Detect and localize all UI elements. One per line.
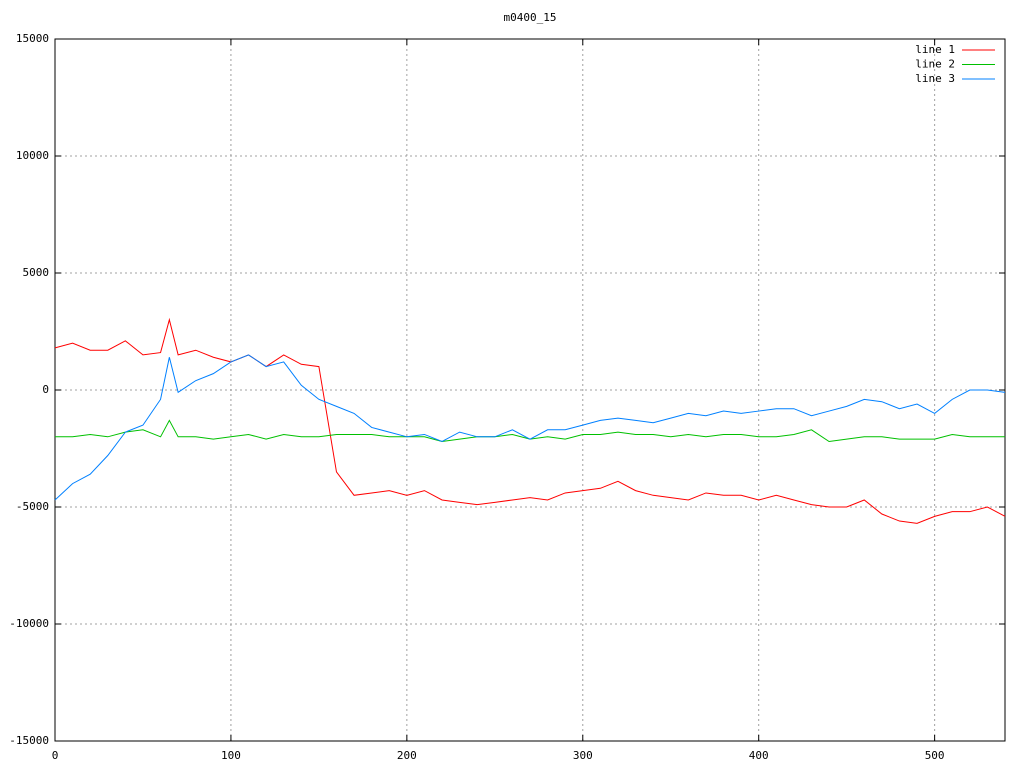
y-tick-label: -10000 bbox=[9, 617, 49, 630]
y-tick-label: -5000 bbox=[16, 500, 49, 513]
legend-label: line 2 bbox=[915, 58, 955, 71]
y-tick-label: 5000 bbox=[23, 266, 50, 279]
x-tick-label: 400 bbox=[749, 749, 769, 762]
y-tick-label: 0 bbox=[42, 383, 49, 396]
x-tick-label: 500 bbox=[925, 749, 945, 762]
y-tick-label: 10000 bbox=[16, 149, 49, 162]
x-tick-label: 0 bbox=[52, 749, 59, 762]
y-tick-label: 15000 bbox=[16, 32, 49, 45]
legend-label: line 1 bbox=[915, 43, 955, 56]
x-tick-label: 300 bbox=[573, 749, 593, 762]
x-tick-label: 100 bbox=[221, 749, 241, 762]
line-series bbox=[55, 419, 1005, 443]
legend-label: line 3 bbox=[915, 72, 955, 85]
line-series bbox=[54, 354, 1006, 501]
line-series bbox=[54, 317, 1006, 524]
chart-title: m0400_15 bbox=[504, 11, 557, 24]
plot-frame bbox=[54, 38, 1006, 742]
x-tick-label: 200 bbox=[397, 749, 417, 762]
y-tick-label: -15000 bbox=[9, 734, 49, 747]
